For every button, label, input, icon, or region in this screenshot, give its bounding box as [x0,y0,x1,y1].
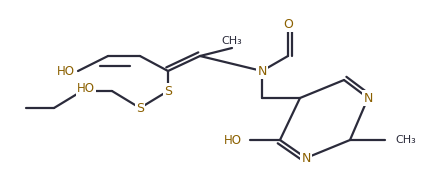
Text: N: N [363,92,373,104]
Text: S: S [136,102,144,114]
Text: CH₃: CH₃ [395,135,416,145]
Text: S: S [164,84,172,97]
Text: HO: HO [224,133,242,146]
Text: N: N [257,64,267,77]
Text: CH₃: CH₃ [222,36,242,46]
Text: O: O [283,17,293,31]
Text: HO: HO [77,82,95,94]
Text: HO: HO [57,64,75,77]
Text: N: N [301,152,311,164]
